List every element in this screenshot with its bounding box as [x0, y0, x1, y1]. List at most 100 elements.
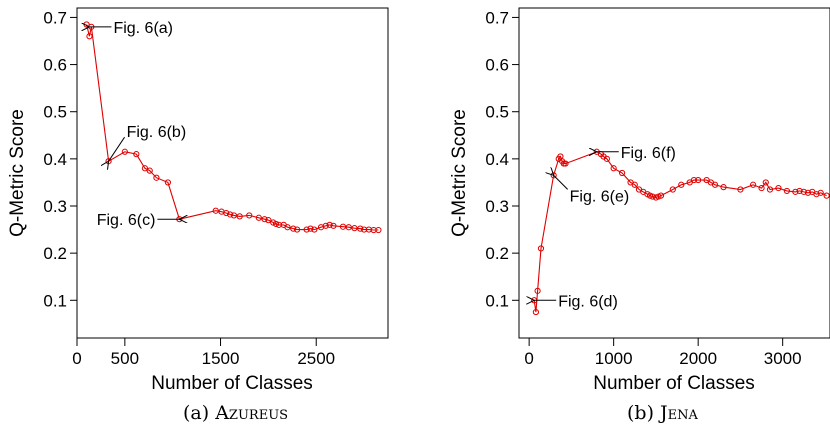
x-tick-label: 2000 [679, 349, 717, 368]
series-group [531, 148, 830, 316]
data-point [678, 181, 685, 188]
data-point [345, 224, 352, 231]
caption-a: (a) Azureus [183, 402, 288, 424]
annotations: Fig. 6(a) Fig. 6(b) Fig. 6(c) [89, 20, 186, 229]
data-point [307, 225, 314, 232]
data-point [800, 188, 807, 195]
data-point [153, 174, 160, 181]
data-point [562, 160, 569, 167]
data-point [330, 222, 337, 229]
data-point [357, 225, 364, 232]
caption-b: (b) Jena [627, 402, 698, 424]
x-ticks: 0 1000 2000 3000 [524, 338, 802, 368]
data-point [261, 216, 268, 223]
data-point [766, 186, 774, 193]
caption-b-label: (b) [627, 402, 654, 424]
data-point [631, 181, 638, 188]
data-point [737, 186, 744, 193]
data-point [255, 214, 262, 221]
data-point [164, 179, 172, 186]
data-point [133, 151, 140, 158]
y-tick-label: 0.7 [43, 8, 67, 27]
y-tick-label: 0.1 [43, 291, 67, 310]
data-point [532, 308, 540, 316]
data-point [817, 189, 824, 196]
data-point [560, 160, 567, 167]
series-group [83, 21, 382, 234]
data-point [236, 213, 243, 220]
annotations: Fig. 6(d) Fig. 6(e) Fig. 6(f) [534, 145, 676, 310]
x-axis-label: Number of Classes [151, 373, 313, 394]
data-point [762, 179, 769, 186]
chart-azureus: Number of Classes Q-Metric Score 0 500 150… [7, 7, 389, 394]
data-point [212, 207, 219, 214]
annotation-arrow [109, 136, 125, 161]
data-point [610, 165, 617, 172]
plot-frame [76, 7, 389, 339]
data-point [265, 217, 272, 224]
data-point [534, 287, 541, 294]
x-ticks: 0 500 1500 2500 [72, 338, 335, 368]
x-tick-label: 2500 [297, 349, 335, 368]
caption-a-name: Azureus [215, 402, 289, 424]
y-ticks: 0.1 0.2 0.3 0.4 0.5 0.6 0.7 [485, 8, 519, 310]
annotation-label: Fig. 6(e) [570, 188, 630, 205]
caption-a-label: (a) [183, 402, 210, 424]
data-point [86, 33, 93, 40]
y-tick-label: 0.4 [485, 150, 509, 169]
data-point [823, 192, 830, 199]
data-point [758, 184, 765, 192]
y-axis-label: Q-Metric Score [7, 109, 28, 237]
data-point [146, 167, 153, 174]
data-point [711, 181, 719, 188]
data-point [339, 223, 347, 230]
annotation-arrow [554, 175, 569, 190]
data-point [775, 184, 782, 192]
x-tick-label: 1000 [595, 349, 633, 368]
y-tick-label: 0.6 [485, 56, 509, 75]
y-tick-label: 0.2 [43, 244, 67, 263]
y-tick-label: 0.5 [43, 103, 67, 122]
y-ticks: 0.1 0.2 0.3 0.4 0.5 0.6 0.7 [43, 8, 77, 310]
data-point [749, 181, 757, 188]
data-point [326, 221, 333, 228]
x-tick-label: 500 [111, 349, 139, 368]
data-point [720, 184, 727, 191]
annotation-label: Fig. 6(a) [113, 20, 173, 37]
data-point [813, 191, 820, 198]
data-point [669, 186, 676, 193]
y-tick-label: 0.7 [485, 8, 509, 27]
data-point [272, 220, 280, 228]
x-tick-label: 1500 [202, 349, 240, 368]
data-point [284, 224, 291, 231]
x-tick-label: 0 [72, 349, 81, 368]
data-point [246, 212, 253, 219]
data-point [311, 226, 318, 233]
data-point [649, 193, 656, 200]
annotation-label: Fig. 6(c) [97, 212, 156, 229]
data-point [293, 226, 301, 233]
y-tick-label: 0.5 [485, 103, 509, 122]
data-point [792, 188, 799, 195]
y-tick-label: 0.1 [485, 291, 509, 310]
data-point [603, 155, 610, 162]
plot-frame [518, 7, 830, 339]
x-tick-label: 3000 [764, 349, 802, 368]
y-tick-label: 0.3 [485, 197, 509, 216]
y-tick-label: 0.2 [485, 244, 509, 263]
data-point [695, 176, 702, 184]
data-point [804, 189, 812, 196]
y-axis-label: Q-Metric Score [449, 109, 470, 237]
y-tick-label: 0.3 [43, 197, 67, 216]
chart-jena: Number of Classes Q-Metric Score 0 1000 20… [449, 7, 830, 394]
data-point [619, 169, 626, 177]
caption-b-name: Jena [660, 402, 698, 424]
annotation-label: Fig. 6(d) [558, 293, 618, 310]
data-point [537, 245, 545, 252]
data-point [141, 165, 149, 172]
data-point [690, 176, 698, 184]
data-point [121, 148, 128, 155]
annotation-label: Fig. 6(f) [621, 145, 676, 162]
data-point [796, 187, 803, 195]
